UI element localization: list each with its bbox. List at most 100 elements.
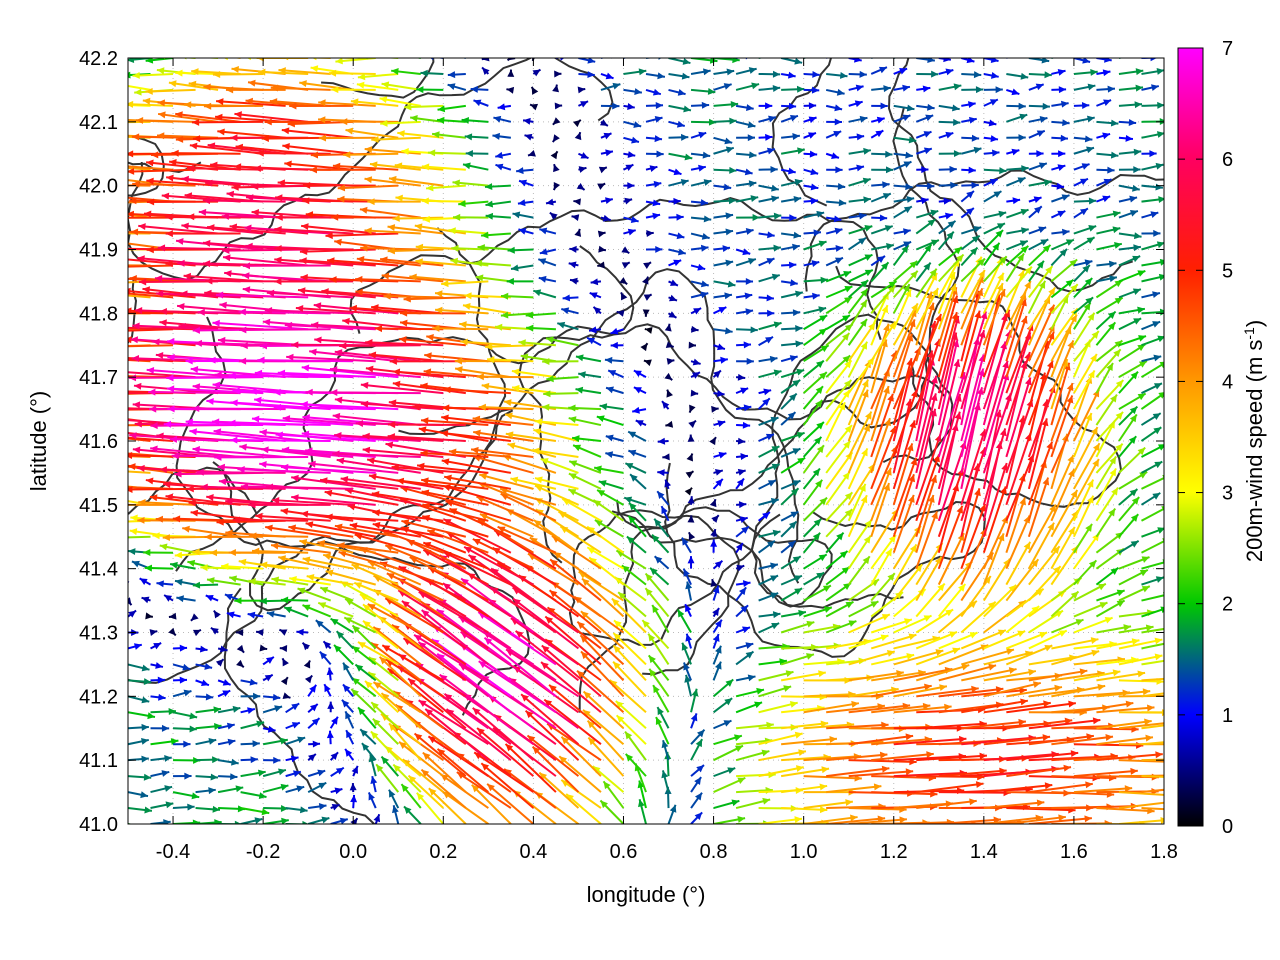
wind-arrow-shaft (938, 818, 1002, 824)
wind-arrow-shaft (1028, 782, 1093, 794)
wind-arrow-shaft (893, 737, 967, 746)
wind-arrow-head (141, 755, 149, 763)
wind-arrow-shaft (938, 769, 1007, 778)
wind-arrow (480, 762, 535, 809)
wind-arrow-head (1168, 625, 1176, 632)
wind-arrow-head (408, 678, 416, 686)
wind-arrow-head (326, 730, 334, 739)
wind-arrow (128, 806, 153, 814)
wind-arrow (240, 707, 256, 714)
wind-arrow-head (408, 775, 417, 784)
wind-arrow (407, 677, 467, 730)
wind-arrow-head (91, 391, 98, 398)
wind-arrow (1141, 807, 1164, 811)
wind-arrow (285, 785, 305, 794)
wind-arrow-head (392, 805, 399, 814)
wind-arrow-shaft (443, 693, 512, 746)
wind-arrow (538, 771, 580, 809)
wind-arrow (262, 725, 276, 733)
wind-arrow (476, 727, 535, 777)
wind-arrow (416, 792, 445, 824)
wind-arrow (471, 784, 512, 824)
wind-arrow-shaft (531, 745, 580, 793)
wind-arrow (690, 713, 698, 729)
wind-arrow-shaft (538, 771, 580, 809)
wind-arrow-shaft (128, 535, 151, 539)
wind-arrow-head (73, 326, 80, 333)
wind-arrow (826, 765, 890, 778)
wind-arrow-head (657, 707, 664, 716)
wind-arrow-head (227, 738, 236, 746)
wind-arrow-head (845, 799, 853, 806)
wind-arrow (1141, 775, 1164, 778)
wind-arrow (713, 719, 732, 730)
wind-arrow-head (723, 720, 732, 727)
wind-arrow (524, 709, 580, 761)
wind-arrow-head (975, 781, 984, 789)
wind-arrow (308, 740, 321, 748)
wind-arrow-head (87, 422, 94, 429)
wind-arrow-head (638, 799, 645, 808)
wind-arrow (128, 296, 129, 298)
wind-arrow-head (103, 534, 110, 541)
wind-arrow (826, 751, 888, 762)
wind-arrow-head (231, 758, 239, 766)
wind-arrow (373, 813, 381, 824)
wind-arrow (263, 805, 289, 812)
wind-arrow (392, 763, 422, 793)
wind-arrow-head (1208, 767, 1216, 774)
wind-arrow-shaft (983, 784, 1053, 794)
wind-arrow-head (161, 770, 170, 777)
wind-arrow-shaft (339, 344, 421, 347)
wind-arrow (195, 722, 222, 730)
wind-arrow-head (361, 743, 370, 751)
wind-arrow-head (210, 773, 218, 781)
wind-arrow-head (1166, 741, 1173, 748)
wind-arrow-head (389, 789, 396, 798)
wind-arrow (195, 805, 221, 813)
wind-arrow-head (695, 739, 703, 748)
wind-arrow-head (99, 467, 106, 474)
wind-arrow-head (257, 769, 266, 777)
wind-arrow-head (1058, 814, 1066, 822)
wind-arrow-head (68, 369, 75, 376)
wind-arrow (128, 737, 149, 746)
wind-arrow-head (214, 819, 222, 824)
wind-arrow (398, 741, 444, 777)
wind-arrow-head (439, 674, 448, 682)
wind-arrow (128, 711, 156, 720)
wind-arrow-shaft (803, 723, 855, 730)
wind-arrow-head (561, 736, 570, 745)
wind-arrow-shaft (128, 408, 129, 410)
wind-arrow (150, 738, 179, 746)
wind-arrow (195, 787, 216, 795)
wind-arrow (871, 751, 934, 762)
wind-arrow-head (414, 733, 423, 741)
wind-arrow-shaft (472, 707, 535, 761)
wind-arrow-shaft (524, 709, 580, 761)
wind-arrow-head (697, 729, 705, 738)
wind-arrow-shaft (780, 784, 828, 794)
wind-arrow-shaft (871, 738, 933, 746)
wind-arrow (428, 787, 467, 824)
wind-arrow-head (881, 765, 890, 773)
wind-arrow-shaft (128, 264, 129, 266)
wind-arrow-shaft (239, 328, 331, 331)
wind-arrow-head (230, 773, 238, 781)
wind-arrow-shaft (587, 736, 625, 777)
wind-arrow (443, 693, 512, 746)
wind-arrow-head (147, 712, 155, 720)
wind-arrow (380, 755, 400, 777)
wind-arrow-head (106, 275, 113, 282)
wind-arrow (1118, 722, 1164, 730)
wind-arrow (1096, 734, 1154, 746)
wind-arrow-shaft (427, 735, 489, 777)
wind-arrow-head (1092, 717, 1101, 725)
wind-arrow (217, 758, 239, 766)
wind-arrow (983, 799, 1045, 810)
wind-arrow-head (532, 746, 541, 755)
wind-arrow-head (603, 781, 611, 790)
wind-arrow (103, 534, 129, 541)
wind-arrow-head (351, 765, 358, 774)
wind-arrow-head (335, 767, 344, 775)
